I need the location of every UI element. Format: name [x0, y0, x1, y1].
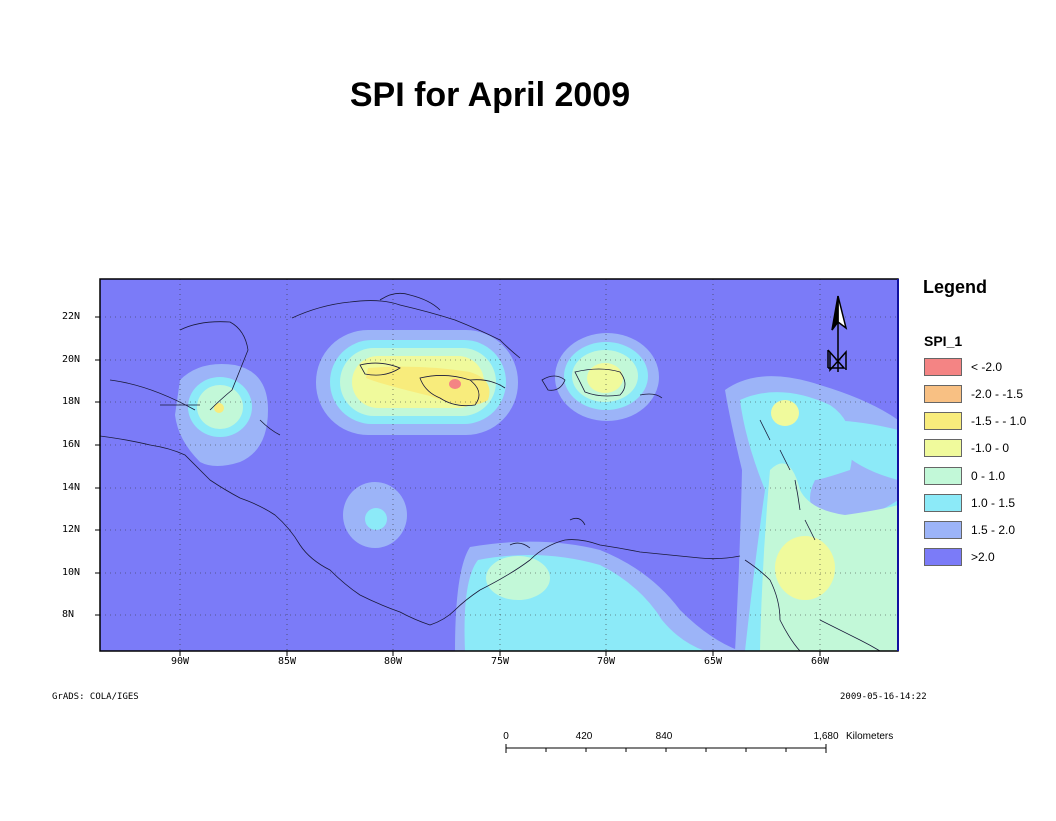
legend-label: >2.0	[971, 550, 995, 564]
lon-label-85w: 85W	[277, 656, 297, 667]
lon-label-90w: 90W	[170, 656, 190, 667]
lon-label-75w: 75W	[490, 656, 510, 667]
spi-region-greater-antilles	[316, 330, 518, 435]
spi-region-lesser-antilles	[725, 376, 898, 651]
coastlines	[100, 292, 881, 651]
legend-item: 0 - 1.0	[924, 466, 1005, 486]
spi-region-hispaniola-east	[555, 333, 659, 421]
lat-label-12n: 12N	[62, 524, 81, 535]
scale-unit: Kilometers	[846, 731, 894, 742]
lat-label-16n: 16N	[62, 439, 81, 450]
legend-item: 1.5 - 2.0	[924, 520, 1015, 540]
lon-label-60w: 60W	[810, 656, 830, 667]
legend-swatch	[924, 439, 962, 457]
legend-swatch	[924, 385, 962, 403]
scale-label-420: 420	[575, 731, 593, 742]
lat-label-22n: 22N	[62, 311, 81, 322]
map-title: SPI for April 2009	[349, 76, 631, 114]
legend-label: -2.0 - -1.5	[971, 387, 1024, 401]
legend-label: 1.5 - 2.0	[971, 523, 1016, 537]
lat-label-14n: 14N	[62, 482, 81, 493]
legend-label: 0 - 1.0	[971, 469, 1006, 483]
grads-credit: GrADS: COLA/IGES	[52, 692, 139, 702]
legend-swatch	[924, 494, 962, 512]
legend-label: 1.0 - 1.5	[971, 496, 1016, 510]
lat-label-8n: 8N	[62, 609, 75, 620]
scale-bar	[505, 744, 827, 753]
legend-item: -1.5 - - 1.0	[924, 411, 1026, 431]
lon-label-70w: 70W	[596, 656, 616, 667]
legend-swatch	[924, 358, 962, 376]
legend-item: -2.0 - -1.5	[924, 384, 1023, 404]
legend-swatch	[924, 467, 962, 485]
scale-label-840: 840	[655, 731, 673, 742]
lon-label-65w: 65W	[703, 656, 723, 667]
legend-field-name: SPI_1	[924, 333, 963, 349]
scale-label-1680: 1,680	[813, 731, 839, 742]
legend-item: < -2.0	[924, 357, 1002, 377]
legend-label: -1.5 - - 1.0	[971, 414, 1027, 428]
lon-label-80w: 80W	[383, 656, 403, 667]
legend-label: -1.0 - 0	[971, 441, 1010, 455]
north-arrow-icon	[827, 295, 848, 372]
lat-label-18n: 18N	[62, 396, 81, 407]
legend-label: < -2.0	[971, 360, 1003, 374]
legend-item: >2.0	[924, 547, 995, 567]
legend-swatch	[924, 548, 962, 566]
legend-item: -1.0 - 0	[924, 438, 1009, 458]
graticule	[100, 279, 898, 651]
spi-region-yucatan	[175, 364, 268, 466]
scale-label-0: 0	[503, 731, 509, 742]
legend-title: Legend	[923, 277, 988, 297]
legend-item: 1.0 - 1.5	[924, 493, 1015, 513]
legend-swatch	[924, 412, 962, 430]
legend-swatch	[924, 521, 962, 539]
lat-label-20n: 20N	[62, 354, 81, 365]
lat-label-10n: 10N	[62, 567, 81, 578]
spi-region-southern-caribbean	[455, 541, 740, 651]
spi-region-nicaragua-coast	[343, 482, 407, 548]
grads-timestamp: 2009-05-16-14:22	[840, 692, 927, 702]
